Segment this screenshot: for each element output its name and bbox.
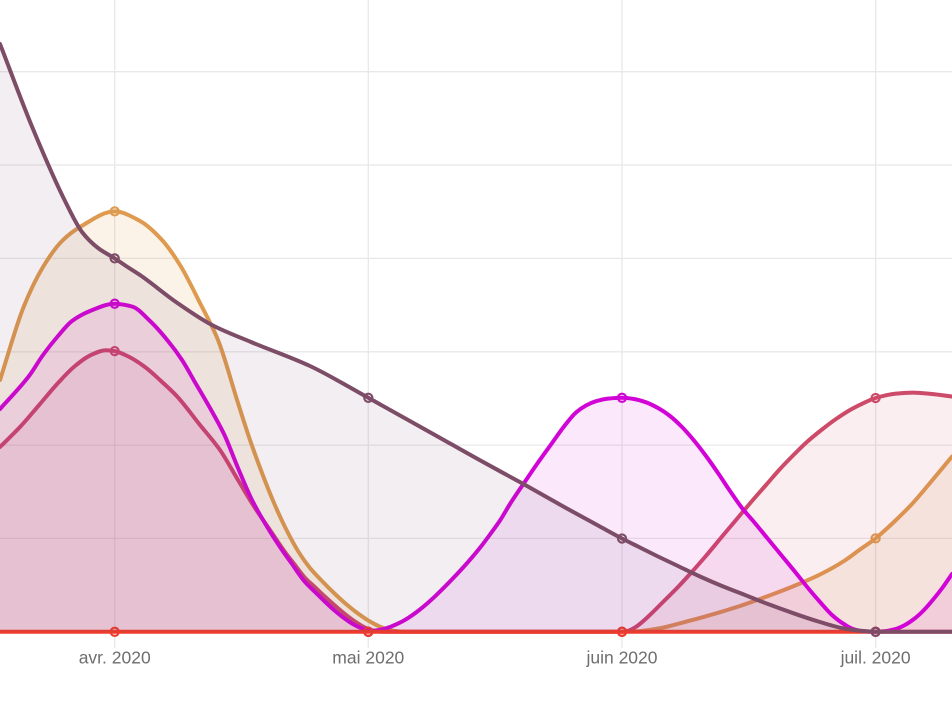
svg-text:juil. 2020: juil. 2020 bbox=[840, 648, 911, 668]
svg-text:mai 2020: mai 2020 bbox=[332, 648, 404, 668]
svg-text:avr. 2020: avr. 2020 bbox=[79, 648, 151, 668]
svg-text:juin 2020: juin 2020 bbox=[585, 648, 657, 668]
